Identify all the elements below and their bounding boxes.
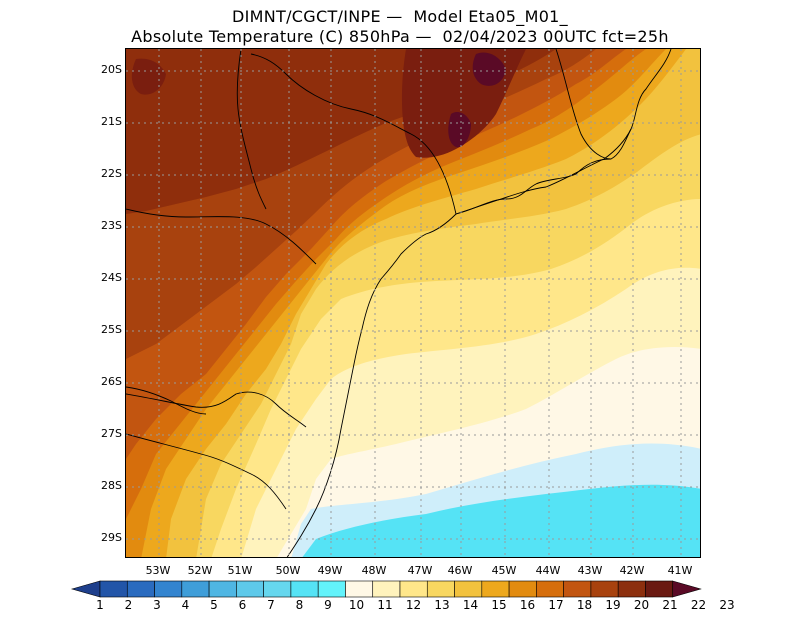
longitude-tick-label: 45W — [491, 564, 517, 577]
colorbar-swatch — [290, 580, 319, 598]
latitude-tick-label: 27S — [101, 427, 122, 440]
colorbar-tick-label: 22 — [690, 598, 707, 612]
colorbar-swatch — [563, 580, 592, 598]
colorbar-tick-label: 15 — [491, 598, 507, 612]
longitude-tick-label: 46W — [447, 564, 473, 577]
latitude-tick-label: 24S — [101, 271, 122, 284]
map-panel — [125, 48, 701, 558]
band-deep-red-west — [131, 58, 166, 95]
colorbar-swatch — [99, 580, 128, 598]
coastline-borders — [126, 49, 672, 557]
temperature-map — [126, 49, 700, 557]
colorbar-swatch — [481, 580, 510, 598]
colorbar-swatch — [454, 580, 483, 598]
temperature-field — [126, 49, 700, 557]
colorbar-arrow-high — [672, 580, 702, 598]
colorbar-swatch — [508, 580, 537, 598]
state-border-north — [555, 49, 612, 160]
latitude-tick-label: 22S — [101, 167, 122, 180]
latitude-tick-label: 28S — [101, 479, 122, 492]
longitude-tick-label: 48W — [361, 564, 387, 577]
colorbar-swatch — [372, 580, 401, 598]
colorbar-swatch — [645, 580, 674, 598]
state-border-west — [126, 386, 207, 415]
state-border-mg-rj — [455, 186, 547, 215]
colorbar-tick-label: 12 — [405, 598, 422, 612]
colorbar-swatch — [399, 580, 428, 598]
band-maroon — [472, 52, 506, 86]
state-border-mg-es — [545, 128, 632, 188]
colorbar-swatch — [590, 580, 619, 598]
coastline — [455, 49, 672, 215]
longitude-tick-label: 42W — [619, 564, 645, 577]
longitude-tick-label: 43W — [577, 564, 603, 577]
colorbar-tick-label: 18 — [576, 598, 593, 612]
longitude-tick-label: 52W — [187, 564, 213, 577]
latitude-tick-label: 25S — [101, 323, 122, 336]
colorbar — [70, 580, 702, 598]
colorbar-tick-label: 13 — [434, 598, 450, 612]
longitude-tick-label: 41W — [667, 564, 693, 577]
latitude-tick-label: 26S — [101, 375, 122, 388]
colorbar-tick-label: 4 — [181, 598, 190, 612]
longitude-tick-label: 51W — [227, 564, 253, 577]
latitude-tick-label: 21S — [101, 115, 122, 128]
latitude-tick-label: 20S — [101, 63, 122, 76]
colorbar-swatch — [126, 580, 155, 598]
colorbar-tick-label: 19 — [605, 598, 621, 612]
colorbar-tick-label: 10 — [348, 598, 365, 612]
chart-title-line1: DIMNT/CGCT/INPE — Model Eta05_M01_ — [232, 7, 568, 26]
colorbar-tick-label: 20 — [633, 598, 650, 612]
colorbar-tick-label: 14 — [462, 598, 479, 612]
latitude-tick-label: 29S — [101, 531, 122, 544]
colorbar-tick-label: 21 — [662, 598, 678, 612]
latitude-tick-label: 23S — [101, 219, 122, 232]
colorbar-arrow-low — [70, 580, 101, 598]
lat-lon-gridlines — [126, 49, 700, 557]
colorbar-tick-label: 9 — [324, 598, 332, 612]
colorbar-swatch — [345, 580, 374, 598]
longitude-tick-label: 50W — [275, 564, 301, 577]
colorbar-tick-label: 23 — [719, 598, 735, 612]
longitude-tick-label: 49W — [317, 564, 343, 577]
colorbar-swatch — [181, 580, 210, 598]
colorbar-swatch — [154, 580, 183, 598]
state-border-pr-sp — [126, 208, 317, 265]
colorbar-tick-label: 2 — [124, 598, 133, 612]
longitude-tick-label: 44W — [535, 564, 561, 577]
colorbar-tick-label: 11 — [377, 598, 393, 612]
colorbar-tick-label: 6 — [238, 598, 247, 612]
colorbar-tick-label: 8 — [295, 598, 304, 612]
colorbar-tick-label: 16 — [519, 598, 536, 612]
colorbar-tick-label: 17 — [548, 598, 564, 612]
state-border-rs-sc — [126, 433, 287, 510]
colorbar-swatch — [426, 580, 455, 598]
longitude-tick-label: 53W — [145, 564, 171, 577]
colorbar-swatch — [617, 580, 646, 598]
colorbar-tick-label: 3 — [153, 598, 161, 612]
chart-title-line2: Absolute Temperature (C) 850hPa — 02/04/… — [131, 27, 669, 46]
coastline-south — [286, 213, 457, 557]
colorbar-swatch — [208, 580, 237, 598]
colorbar-swatch — [536, 580, 564, 598]
band-maroon-2 — [448, 112, 471, 148]
colorbar-tick-label: 7 — [267, 598, 275, 612]
state-border-ms-sp — [236, 49, 267, 210]
longitude-tick-label: 47W — [407, 564, 433, 577]
colorbar-swatch — [236, 580, 264, 598]
colorbar-swatch — [317, 580, 346, 598]
colorbar-tick-label: 5 — [210, 598, 218, 612]
state-border-sp-mg — [250, 53, 457, 215]
colorbar-swatch — [263, 580, 292, 598]
colorbar-tick-label: 1 — [96, 598, 104, 612]
